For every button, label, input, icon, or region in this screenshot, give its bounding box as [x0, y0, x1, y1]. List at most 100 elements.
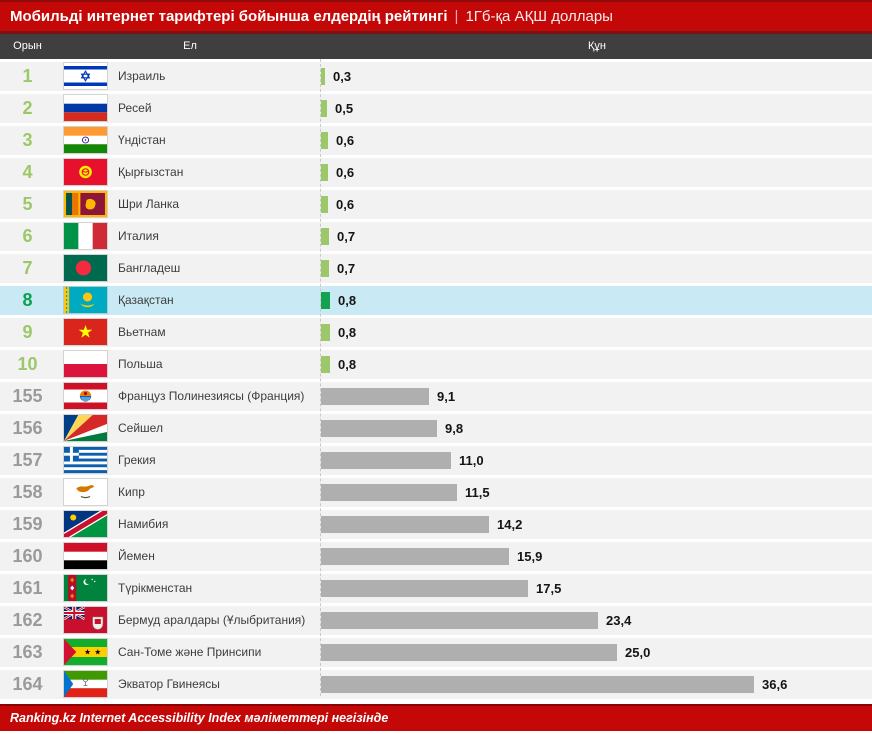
table-row: 3 Үндістан 0,6	[0, 126, 872, 155]
table-row: 164 Экватор Гвинеясы 36,6	[0, 670, 872, 699]
country-flag-icon	[64, 415, 107, 441]
table-row: 156 Сейшел 9,8	[0, 414, 872, 443]
title-separator: |	[454, 8, 459, 25]
rank-label: 2	[22, 98, 33, 118]
table-row: 160 Йемен 15,9	[0, 542, 872, 571]
cost-value-label: 36,6	[762, 677, 788, 692]
source-text: Ranking.kz Internet Accessibility Index …	[10, 711, 389, 725]
table-row: 155 Француз Полинезиясы (Франция) 9,1	[0, 382, 872, 411]
country-flag-icon	[64, 159, 107, 185]
country-label: Бермуд аралдары (Ұлыбритания)	[118, 613, 306, 627]
cost-bar	[321, 260, 329, 277]
country-flag-icon	[64, 191, 107, 217]
country-flag-icon	[64, 447, 107, 473]
country-flag-icon	[64, 63, 107, 89]
cost-value-label: 0,6	[336, 165, 355, 180]
table-header: Орын Ел Құн	[0, 34, 872, 59]
country-flag-icon	[64, 511, 107, 537]
cost-bar	[321, 612, 598, 629]
country-flag-icon	[64, 383, 107, 409]
rank-label: 9	[22, 322, 33, 342]
cost-value-label: 0,6	[336, 197, 355, 212]
rank-label: 1	[22, 66, 33, 86]
country-label: Вьетнам	[118, 325, 166, 339]
rank-label: 164	[12, 674, 43, 694]
cost-bar	[321, 484, 457, 501]
country-label: Қырғызстан	[118, 165, 184, 179]
country-flag-icon	[64, 639, 107, 665]
country-flag-icon	[64, 127, 107, 153]
cost-value-label: 9,8	[445, 421, 464, 436]
cost-bar	[321, 164, 328, 181]
cost-bar	[321, 548, 509, 565]
rank-label: 5	[22, 194, 33, 214]
country-flag-icon	[64, 287, 107, 313]
country-flag-icon	[64, 671, 107, 697]
cost-value-label: 15,9	[517, 549, 543, 564]
cost-value-label: 9,1	[437, 389, 456, 404]
table-rows: 1 Израиль 0,3 2 Ресей 0,5 3 Үндістан 0,6…	[0, 59, 872, 699]
country-label: Сейшел	[118, 421, 163, 435]
cost-bar	[321, 676, 754, 693]
country-flag-icon	[64, 575, 107, 601]
country-label: Қазақстан	[118, 293, 174, 307]
cost-value-label: 25,0	[625, 645, 651, 660]
rank-label: 155	[12, 386, 43, 406]
title-bar: Мобильді интернет тарифтері бойынша елде…	[0, 0, 872, 34]
table-row: 8 Қазақстан 0,8	[0, 286, 872, 315]
cost-value-label: 0,5	[335, 101, 354, 116]
country-flag-icon	[64, 319, 107, 345]
cost-value-label: 0,8	[338, 293, 357, 308]
column-header-cost: Құн	[588, 40, 606, 52]
cost-bar	[321, 356, 330, 373]
cost-bar	[321, 100, 327, 117]
country-flag-icon	[64, 95, 107, 121]
column-header-rank: Орын	[13, 40, 42, 52]
cost-bar	[321, 132, 328, 149]
cost-bar	[321, 228, 329, 245]
rank-label: 7	[22, 258, 33, 278]
rank-label: 160	[12, 546, 43, 566]
cost-value-label: 11,0	[459, 453, 484, 468]
rank-label: 158	[12, 482, 43, 502]
table-row: 6 Италия 0,7	[0, 222, 872, 251]
cost-bar	[321, 388, 429, 405]
country-label: Экватор Гвинеясы	[118, 677, 220, 691]
bar-baseline-dashed-line	[320, 59, 321, 696]
table-row: 159 Намибия 14,2	[0, 510, 872, 539]
table-row: 4 Қырғызстан 0,6	[0, 158, 872, 187]
cost-bar	[321, 324, 330, 341]
cost-value-label: 0,7	[337, 229, 356, 244]
rank-label: 6	[22, 226, 33, 246]
table-row: 7 Бангладеш 0,7	[0, 254, 872, 283]
cost-value-label: 0,8	[338, 325, 357, 340]
country-label: Израиль	[118, 69, 166, 83]
table-row: 1 Израиль 0,3	[0, 62, 872, 91]
rank-label: 163	[12, 642, 43, 662]
country-flag-icon	[64, 223, 107, 249]
country-flag-icon	[64, 479, 107, 505]
cost-bar	[321, 644, 617, 661]
country-label: Сан-Томе және Принсипи	[118, 645, 262, 659]
country-label: Польша	[118, 357, 163, 371]
cost-bar	[321, 196, 328, 213]
page-subtitle: 1Гб-қа АҚШ доллары	[465, 8, 613, 25]
cost-bar	[321, 516, 489, 533]
country-label: Грекия	[118, 453, 156, 467]
cost-value-label: 14,2	[497, 517, 523, 532]
cost-bar	[321, 580, 528, 597]
rank-label: 159	[12, 514, 43, 534]
country-label: Италия	[118, 229, 159, 243]
cost-bar	[321, 452, 451, 469]
table-row: 2 Ресей 0,5	[0, 94, 872, 123]
country-label: Француз Полинезиясы (Франция)	[118, 389, 305, 403]
country-label: Бангладеш	[118, 261, 181, 275]
rank-label: 3	[22, 130, 33, 150]
table-row: 158 Кипр 11,5	[0, 478, 872, 507]
rank-label: 161	[12, 578, 43, 598]
table-row: 157 Грекия 11,0	[0, 446, 872, 475]
table-row: 161 Түрікменстан 17,5	[0, 574, 872, 603]
country-label: Үндістан	[118, 133, 166, 147]
country-label: Түрікменстан	[118, 581, 193, 595]
